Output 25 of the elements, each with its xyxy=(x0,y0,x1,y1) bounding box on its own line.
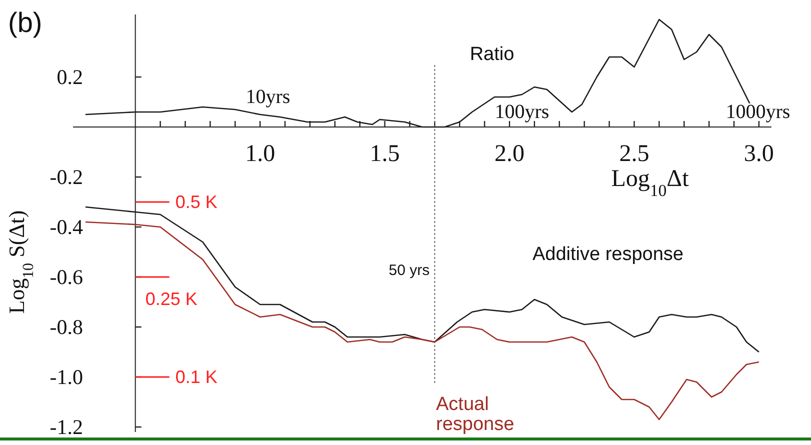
x-tick-label: 3.0 xyxy=(744,141,774,167)
y-tick-label: -1.2 xyxy=(50,415,83,439)
ref-line-label: 0.1 K xyxy=(175,367,218,387)
y-tick-label: -0.6 xyxy=(50,265,83,289)
annotation: 10yrs xyxy=(246,86,290,108)
y-tick-label: -0.2 xyxy=(50,165,83,189)
ref-line-label: 0.25 K xyxy=(145,289,198,309)
y-tick-label: -0.8 xyxy=(50,315,83,339)
x-tick-label: 1.0 xyxy=(245,141,276,167)
annotation: 1000yrs xyxy=(726,101,790,123)
line-series xyxy=(84,221,760,420)
y-tick-label: -1.0 xyxy=(50,365,83,389)
annotation: 100yrs xyxy=(494,101,550,123)
x-tick-label: 2.5 xyxy=(619,141,650,167)
y-tick-label: 0.2 xyxy=(56,65,83,89)
ref-line-label: 0.5 K xyxy=(175,192,218,212)
ref-line-label: 50 yrs xyxy=(388,262,430,279)
series-label: Ratio xyxy=(470,44,514,65)
x-tick-label: 2.0 xyxy=(494,141,524,167)
y-tick-label: -0.4 xyxy=(50,215,84,239)
text: Actual response xyxy=(436,394,514,435)
series-label: Additive response xyxy=(532,244,684,265)
text: (b) xyxy=(8,7,42,38)
x-tick-label: 1.5 xyxy=(370,141,400,167)
x-axis-title: Log$_{10}$Δt xyxy=(611,166,690,200)
